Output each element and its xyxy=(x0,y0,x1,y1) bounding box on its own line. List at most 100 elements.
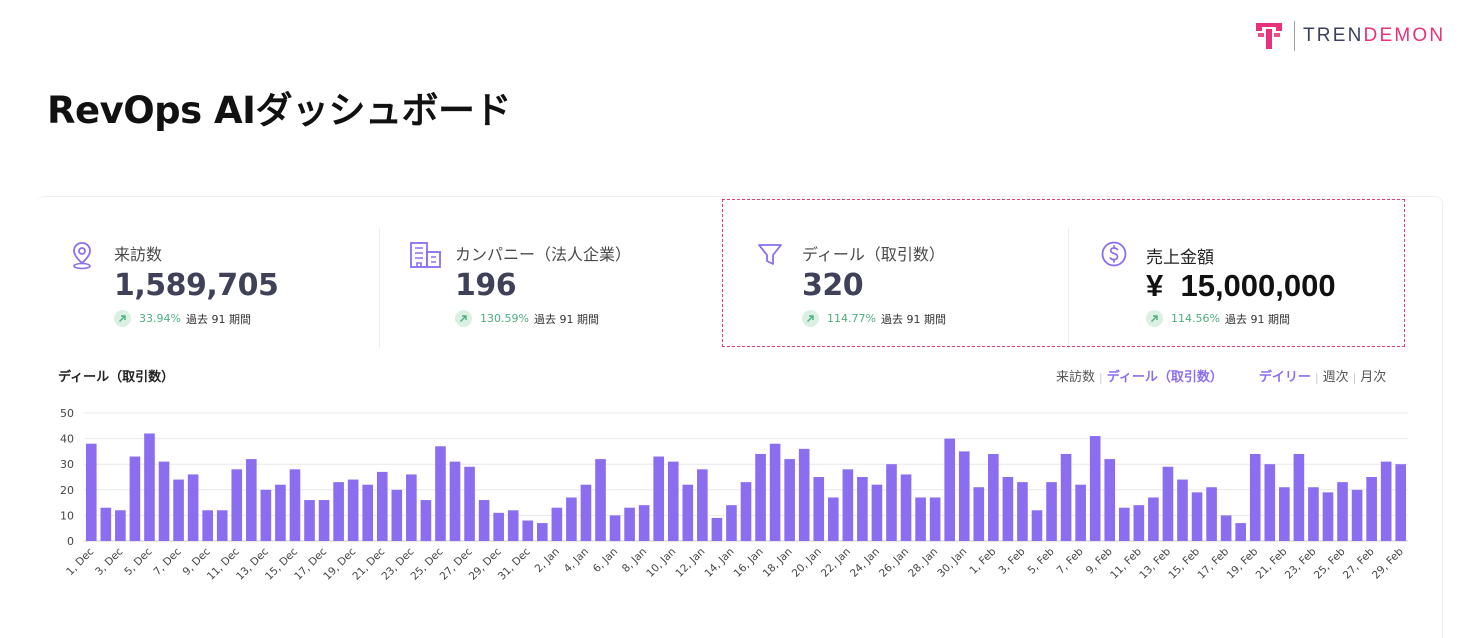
bar[interactable] xyxy=(1337,482,1348,541)
bar[interactable] xyxy=(1235,523,1246,541)
bar[interactable] xyxy=(1220,515,1232,541)
kpi-deals[interactable]: ディール（取引数） 320 114.77% 過去 91 期間 xyxy=(756,228,1056,348)
bar[interactable] xyxy=(682,484,694,541)
bar[interactable] xyxy=(1293,453,1305,541)
bar[interactable] xyxy=(769,443,781,541)
bar[interactable] xyxy=(115,510,126,541)
bar[interactable] xyxy=(289,469,301,541)
bar[interactable] xyxy=(595,459,606,541)
bar[interactable] xyxy=(129,456,141,541)
bar[interactable] xyxy=(478,500,490,541)
bar[interactable] xyxy=(929,497,941,541)
bar[interactable] xyxy=(304,500,315,541)
bar[interactable] xyxy=(1351,489,1363,541)
toggle-metric-deals[interactable]: ディール（取引数） xyxy=(1106,370,1223,385)
bar[interactable] xyxy=(624,507,635,541)
bar[interactable] xyxy=(1279,487,1290,541)
bar[interactable] xyxy=(915,497,926,541)
bar[interactable] xyxy=(1249,453,1261,541)
bar[interactable] xyxy=(1148,497,1159,541)
bar[interactable] xyxy=(1046,482,1057,541)
bar[interactable] xyxy=(973,487,985,541)
bar[interactable] xyxy=(1191,492,1203,541)
bar[interactable] xyxy=(1031,510,1043,541)
bar[interactable] xyxy=(1206,487,1217,541)
toggle-metric-visits[interactable]: 来訪数 xyxy=(1056,370,1096,385)
bar[interactable] xyxy=(187,474,199,541)
bar[interactable] xyxy=(653,456,665,541)
bar[interactable] xyxy=(260,489,272,541)
bar[interactable] xyxy=(609,515,621,541)
bar[interactable] xyxy=(100,507,112,541)
bar[interactable] xyxy=(144,433,155,541)
bar[interactable] xyxy=(1075,484,1086,541)
bar[interactable] xyxy=(1177,479,1188,541)
bar[interactable] xyxy=(886,464,897,541)
bar[interactable] xyxy=(1118,507,1130,541)
bar[interactable] xyxy=(231,469,243,541)
bar[interactable] xyxy=(798,448,810,541)
kpi-revenue[interactable]: 売上金額 ¥ 15,000,000 114.56% 過去 91 期間 xyxy=(1100,228,1400,348)
bar[interactable] xyxy=(536,523,548,541)
bar[interactable] xyxy=(449,461,461,541)
bar[interactable] xyxy=(958,451,970,541)
bar[interactable] xyxy=(1308,487,1319,541)
bar[interactable] xyxy=(216,510,228,541)
bar[interactable] xyxy=(318,500,330,541)
bar[interactable] xyxy=(347,479,359,541)
bar[interactable] xyxy=(566,497,577,541)
bar[interactable] xyxy=(638,505,650,541)
bar[interactable] xyxy=(376,471,388,541)
toggle-interval-daily[interactable]: デイリー xyxy=(1258,370,1311,385)
bar[interactable] xyxy=(406,474,417,541)
bar[interactable] xyxy=(1380,461,1392,541)
bar[interactable] xyxy=(1366,477,1377,541)
bar[interactable] xyxy=(173,479,184,541)
bar[interactable] xyxy=(1264,464,1276,541)
bar[interactable] xyxy=(726,505,737,541)
toggle-interval-monthly[interactable]: 月次 xyxy=(1360,370,1387,385)
bar[interactable] xyxy=(362,484,374,541)
bar[interactable] xyxy=(842,469,854,541)
bar[interactable] xyxy=(1162,466,1174,541)
bar[interactable] xyxy=(333,482,344,541)
bar[interactable] xyxy=(900,474,912,541)
bar[interactable] xyxy=(1322,492,1334,541)
bar[interactable] xyxy=(813,477,825,541)
bar[interactable] xyxy=(711,517,723,541)
bar[interactable] xyxy=(275,484,286,541)
bar[interactable] xyxy=(522,520,534,541)
bar[interactable] xyxy=(1060,453,1072,541)
bar[interactable] xyxy=(435,446,446,541)
bar[interactable] xyxy=(493,512,504,541)
bar[interactable] xyxy=(246,459,257,541)
bar[interactable] xyxy=(988,453,999,541)
bar[interactable] xyxy=(667,461,679,541)
bar[interactable] xyxy=(827,497,839,541)
bar[interactable] xyxy=(740,482,752,541)
bar[interactable] xyxy=(507,510,519,541)
bar[interactable] xyxy=(755,453,766,541)
bar[interactable] xyxy=(871,484,883,541)
bar[interactable] xyxy=(1395,464,1407,541)
bar[interactable] xyxy=(420,500,432,541)
bar[interactable] xyxy=(1002,477,1014,541)
bar[interactable] xyxy=(1133,505,1145,541)
bar[interactable] xyxy=(1089,436,1101,541)
bar[interactable] xyxy=(158,461,170,541)
bar[interactable] xyxy=(580,484,592,541)
bar[interactable] xyxy=(551,507,563,541)
bar[interactable] xyxy=(202,510,213,541)
bar[interactable] xyxy=(944,438,956,541)
kpi-companies[interactable]: カンパニー（法人企業） 196 130.59% 過去 91 期間 xyxy=(409,228,709,348)
bar[interactable] xyxy=(697,469,708,541)
bar[interactable] xyxy=(857,477,868,541)
bar[interactable] xyxy=(1017,482,1028,541)
bar[interactable] xyxy=(1104,459,1116,541)
bar[interactable] xyxy=(784,459,795,541)
bar[interactable] xyxy=(391,489,403,541)
bar[interactable] xyxy=(464,466,475,541)
bar[interactable] xyxy=(85,443,97,541)
kpi-visits[interactable]: 来訪数 1,589,705 33.94% 過去 91 期間 xyxy=(68,228,368,348)
toggle-interval-weekly[interactable]: 週次 xyxy=(1322,370,1349,385)
